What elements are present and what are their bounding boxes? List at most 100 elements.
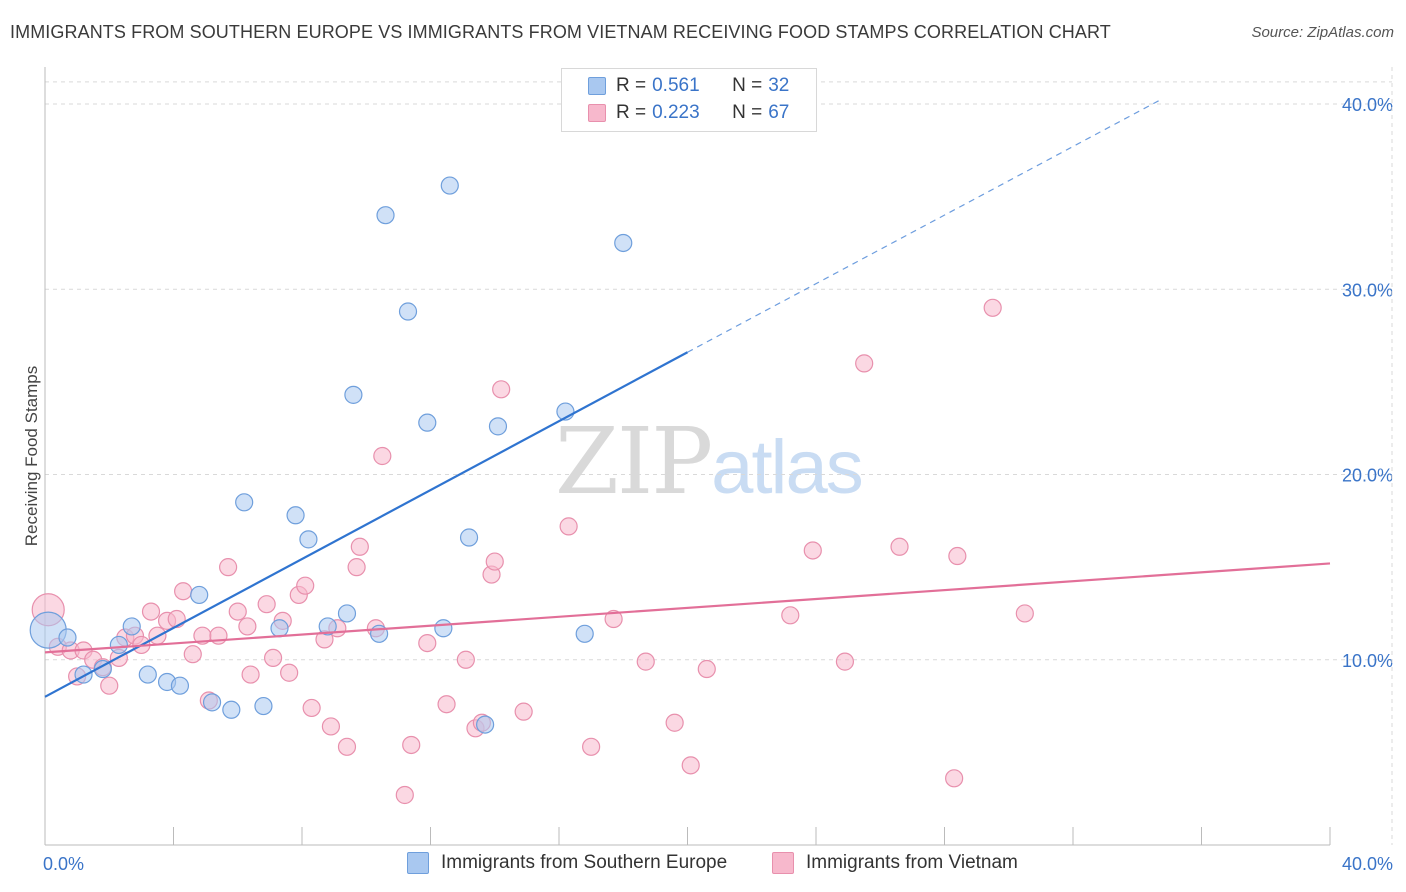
vietnam-point — [485, 552, 504, 571]
southern-europe-point — [286, 506, 305, 525]
x-tick-label: 0.0% — [43, 854, 84, 874]
vietnam-point — [280, 663, 299, 682]
bottom-legend-southern-europe: Immigrants from Southern Europe — [407, 852, 727, 874]
vietnam-point — [456, 650, 475, 669]
y-tick-label: 20.0% — [1342, 466, 1393, 486]
bottom-legend-vietnam: Immigrants from Vietnam — [772, 852, 1018, 874]
vietnam-point — [141, 602, 161, 621]
watermark-zip: ZIP — [555, 408, 713, 515]
vietnam-point — [302, 698, 321, 718]
y-tick-label: 30.0% — [1342, 280, 1393, 300]
watermark-atlas: atlas — [711, 425, 864, 510]
bottom-legend-swatch-blue — [407, 852, 429, 874]
correlation-legend: R = 0.561 N = 32 R = 0.223 N = 67 — [561, 68, 817, 132]
vietnam-point — [492, 380, 511, 399]
southern-europe-point — [235, 493, 254, 512]
vietnam-point — [803, 541, 822, 560]
vietnam-trendline — [44, 562, 1331, 654]
legend-row-vietnam: R = 0.223 N = 67 — [588, 100, 789, 126]
legend-swatch-blue — [588, 77, 606, 95]
vietnam-point — [337, 737, 357, 756]
southern-europe-point — [344, 385, 363, 404]
vietnam-point — [296, 576, 315, 595]
legend-swatch-pink — [588, 104, 606, 122]
vietnam-point — [257, 595, 276, 614]
bottom-legend-label: Immigrants from Vietnam — [806, 852, 1018, 873]
vietnam-point — [437, 695, 456, 714]
southern-europe-point — [434, 619, 453, 638]
southern-europe-point — [58, 628, 77, 647]
y-tick-label: 40.0% — [1342, 95, 1393, 115]
legend-r-value: 0.561 — [652, 75, 700, 96]
southern-europe-point — [222, 700, 241, 719]
southern-europe-point — [109, 635, 128, 655]
vietnam-point — [636, 652, 655, 671]
vietnam-point — [321, 717, 341, 736]
vietnam-point — [559, 517, 578, 536]
southern-europe-point — [138, 665, 157, 684]
southern-europe-point — [170, 676, 190, 695]
southern-europe-point — [614, 233, 633, 253]
chart-title: IMMIGRANTS FROM SOUTHERN EUROPE VS IMMIG… — [10, 22, 1111, 42]
legend-r-label: R = — [616, 75, 647, 96]
vietnam-point — [418, 633, 437, 653]
vietnam-point — [219, 558, 238, 577]
vietnam-point — [1015, 604, 1034, 623]
vietnam-point — [697, 659, 716, 679]
vietnam-point — [948, 546, 967, 566]
bottom-legend-label: Immigrants from Southern Europe — [441, 852, 728, 873]
watermark: ZIPatlas — [555, 408, 864, 515]
southern-europe-point — [93, 659, 112, 679]
source-credit: Source: ZipAtlas.com — [1251, 24, 1394, 41]
southern-europe-point — [376, 206, 395, 225]
southern-europe-point — [459, 528, 479, 547]
vietnam-point — [347, 558, 366, 577]
southern-europe-point — [270, 619, 289, 638]
legend-n-label: N = — [732, 102, 763, 123]
vietnam-point — [681, 756, 700, 775]
vietnam-point — [228, 602, 247, 621]
y-tick-label: 10.0% — [1342, 651, 1393, 671]
vietnam-point — [241, 665, 260, 684]
vietnam-point — [373, 446, 392, 466]
southern-europe-point — [476, 715, 495, 734]
vietnam-point — [350, 537, 369, 556]
vietnam-point — [582, 737, 601, 756]
vietnam-point — [835, 652, 855, 671]
southern-europe-point — [190, 585, 209, 605]
vietnam-point — [174, 582, 193, 601]
southern-europe-point — [398, 302, 418, 321]
vietnam-point — [855, 354, 874, 373]
vietnam-point — [395, 785, 414, 805]
southern-europe-point — [254, 696, 273, 716]
bottom-legend-swatch-pink — [772, 852, 794, 874]
legend-n-label: N = — [732, 75, 763, 96]
southern-europe-point — [440, 176, 459, 195]
vietnam-point — [402, 735, 421, 755]
southern-europe-point — [575, 624, 594, 643]
southern-europe-trendline — [44, 351, 689, 698]
vietnam-point — [945, 769, 964, 788]
vietnam-point — [983, 298, 1002, 317]
vietnam-point — [100, 676, 119, 695]
legend-r-value: 0.223 — [652, 102, 700, 123]
vietnam-point — [665, 713, 684, 732]
x-tick-label: 40.0% — [1342, 854, 1393, 874]
southern-europe-point — [418, 413, 437, 432]
vietnam-point — [183, 645, 202, 664]
southern-europe-point — [337, 604, 357, 623]
vietnam-point — [514, 702, 533, 721]
southern-europe-point — [202, 693, 222, 712]
legend-row-southern-europe: R = 0.561 N = 32 — [588, 73, 789, 99]
southern-europe-point — [122, 617, 141, 636]
vietnam-point — [604, 609, 623, 629]
vietnam-point — [781, 606, 800, 625]
southern-europe-point — [488, 417, 508, 436]
southern-europe-trendline-extension — [687, 97, 1164, 353]
legend-n-value: 67 — [768, 102, 790, 123]
legend-n-value: 32 — [768, 75, 790, 96]
vietnam-point — [238, 617, 257, 636]
y-axis-label: Receiving Food Stamps — [22, 366, 41, 546]
vietnam-point — [263, 648, 283, 668]
